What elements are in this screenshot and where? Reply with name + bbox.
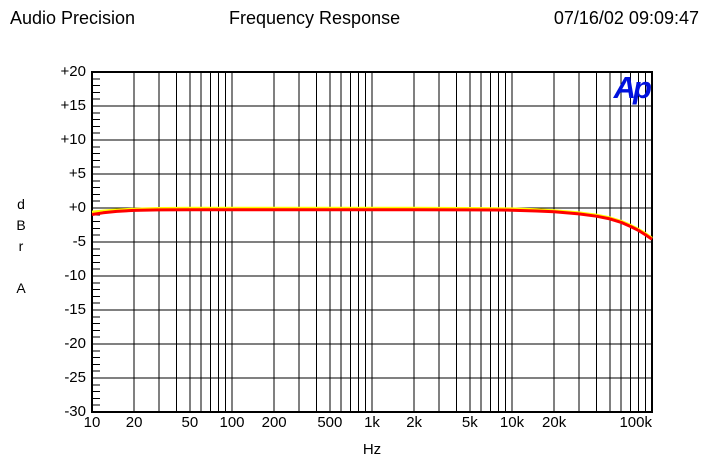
x-tick-label: 200 <box>261 414 287 431</box>
y-tick-label: -5 <box>72 233 86 250</box>
plot-grid-and-traces <box>91 71 653 413</box>
y-tick-label: +0 <box>68 199 86 216</box>
y-tick-label: +5 <box>68 165 86 182</box>
x-tick-label: 500 <box>317 414 343 431</box>
x-tick-label: 20k <box>542 414 567 431</box>
x-tick-label: 100 <box>219 414 245 431</box>
y-axis-title-char: d <box>17 196 25 212</box>
y-tick-label: +20 <box>60 63 86 80</box>
y-tick-label: -10 <box>64 267 86 284</box>
x-tick-label: 10k <box>499 414 525 431</box>
timestamp: 07/16/02 09:09:47 <box>553 8 699 28</box>
x-tick-label: 5k <box>461 414 478 431</box>
x-axis-labels: 10 20 50 100 200 500 1k 2k 5k 10k 20k 100k <box>84 414 652 433</box>
y-axis-title-char: B <box>16 217 26 233</box>
app-name: Audio Precision <box>10 8 136 28</box>
x-tick-label: 10 <box>83 414 101 431</box>
x-tick-label: 50 <box>181 414 199 431</box>
frequency-response-plot: Ap <box>91 70 653 413</box>
chart-title: Frequency Response <box>229 8 401 28</box>
audio-precision-logo: Ap <box>613 70 652 105</box>
y-tick-label: -20 <box>64 335 86 352</box>
x-tick-label: 1k <box>364 414 380 431</box>
y-tick-label: -15 <box>64 301 86 318</box>
y-axis-labels: +20 +15 +10 +5 +0 -5 -10 -15 -20 -25 -30 <box>0 64 88 420</box>
x-axis-title-hz: Hz <box>362 441 382 458</box>
y-axis-title-char: A <box>16 280 26 296</box>
y-tick-label: +15 <box>60 97 86 114</box>
x-tick-label: 2k <box>406 414 423 431</box>
y-axis-title-char: r <box>18 238 24 254</box>
x-tick-label: 20 <box>125 414 143 431</box>
y-tick-label: +10 <box>60 131 86 148</box>
x-tick-label: 100k <box>619 414 652 431</box>
trace-red <box>91 208 653 241</box>
y-tick-label: -30 <box>64 403 86 420</box>
y-tick-label: -25 <box>64 369 86 386</box>
